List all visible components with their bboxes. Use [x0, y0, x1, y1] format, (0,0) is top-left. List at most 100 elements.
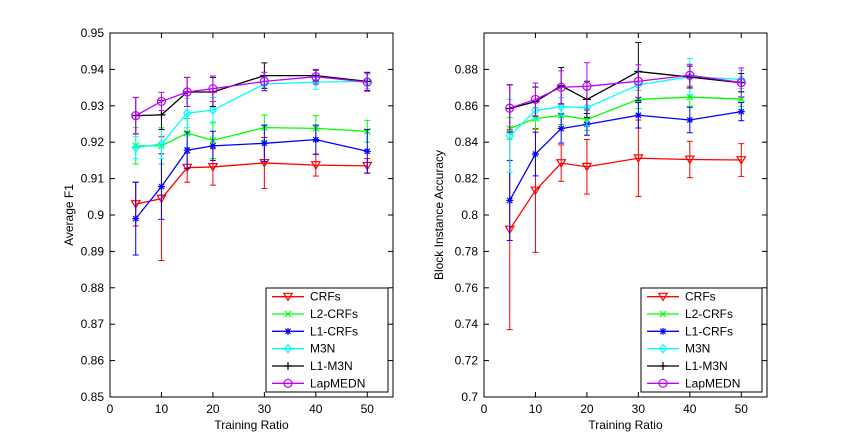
legend-marker — [283, 378, 293, 388]
data-point — [131, 142, 141, 153]
y-tick-label: 0.88 — [81, 281, 105, 295]
data-point — [505, 103, 515, 113]
chart-panel-2: 0 10 20 30 40 50 0.7 0.72 0.74 0.76 0.78 0.8 0.82 0.8… — [432, 32, 768, 432]
y-tick-label: 0.72 — [455, 354, 479, 368]
legend-label: L2-CRFs — [310, 307, 358, 321]
data-point — [505, 130, 515, 141]
data-point — [581, 162, 593, 172]
chart-panel-1: 0 10 20 30 40 50 0.85 0.86 0.87 0.88 0.89 0.9 0.91 0.… — [62, 26, 394, 432]
y-tick-label: 0.76 — [455, 281, 479, 295]
legend-label: CRFs — [685, 290, 716, 304]
data-point — [183, 146, 191, 154]
x-tick-label: 30 — [632, 402, 646, 416]
legend-label: LapMEDN — [310, 376, 365, 390]
x-tick-label: 20 — [580, 402, 594, 416]
data-point — [633, 76, 643, 86]
legend-marker — [658, 343, 668, 354]
y-tick-label: 0.95 — [81, 26, 105, 40]
data-point — [157, 110, 166, 119]
data-point — [157, 139, 166, 149]
y-tick-label: 0.84 — [455, 135, 479, 149]
x-axis-title: Training Ratio — [588, 418, 663, 432]
x-tick-label: 30 — [258, 402, 272, 416]
data-point — [582, 81, 592, 91]
y-tick-label: 0.82 — [455, 172, 479, 186]
data-point — [557, 125, 565, 133]
y-tick-label: 0.78 — [455, 244, 479, 258]
data-point — [633, 154, 644, 164]
y-axis-title: Block Instance Accuracy — [432, 150, 446, 280]
data-point — [207, 162, 219, 172]
data-point — [157, 183, 165, 191]
legend-box — [265, 287, 389, 393]
legend-box — [640, 287, 763, 393]
data-point — [556, 82, 566, 92]
series-line — [509, 74, 742, 109]
legend-label: L1-CRFs — [310, 324, 358, 338]
legend-label: CRFs — [310, 290, 341, 304]
data-point — [531, 150, 539, 158]
data-point — [684, 155, 696, 165]
x-tick-label: 40 — [309, 402, 323, 416]
data-point — [530, 186, 541, 196]
legend-label: L1-M3N — [685, 359, 728, 373]
x-tick-label: 50 — [361, 402, 375, 416]
legend-label: M3N — [685, 342, 710, 356]
legend-marker — [284, 310, 292, 318]
legend-marker — [282, 292, 294, 302]
data-point — [737, 108, 745, 116]
legend-label: L1-M3N — [310, 359, 353, 373]
data-point — [736, 77, 746, 88]
y-axis-title: Average F1 — [62, 184, 76, 246]
y-tick-label: 0.89 — [81, 244, 105, 258]
data-point — [259, 76, 269, 87]
y-tick-label: 0.94 — [81, 62, 105, 76]
data-point — [208, 105, 218, 116]
x-tick-label: 0 — [107, 402, 114, 416]
y-tick-label: 0.92 — [81, 135, 105, 149]
data-point — [132, 215, 140, 223]
legend-marker — [659, 310, 667, 318]
y-tick-label: 0.85 — [81, 390, 105, 404]
data-point — [208, 84, 218, 94]
x-tick-label: 10 — [155, 402, 169, 416]
data-point — [506, 196, 514, 204]
x-axis-title: Training Ratio — [214, 418, 289, 432]
legend-marker — [284, 327, 292, 335]
data-point — [260, 139, 268, 147]
data-point — [556, 101, 566, 112]
legend-marker — [658, 378, 668, 388]
y-tick-label: 0.91 — [81, 172, 105, 186]
x-tick-label: 10 — [529, 402, 543, 416]
data-point — [312, 136, 320, 144]
series-l1-crfs — [132, 124, 371, 256]
data-point — [363, 147, 371, 155]
y-tick-label: 0.93 — [81, 99, 105, 113]
x-tick-label: 50 — [735, 402, 749, 416]
y-tick-label: 0.86 — [81, 354, 105, 368]
y-tick-label: 0.9 — [87, 208, 104, 222]
data-point — [310, 161, 322, 171]
data-point — [736, 156, 747, 165]
series-line — [509, 157, 742, 230]
data-point — [634, 111, 642, 119]
series-lapmedn — [505, 62, 746, 133]
series-line — [135, 76, 368, 117]
data-point — [156, 96, 167, 107]
legend-label: L1-CRFs — [685, 324, 733, 338]
y-tick-label: 0.8 — [461, 208, 478, 222]
data-point — [131, 111, 141, 121]
legend-label: LapMEDN — [685, 376, 740, 390]
x-tick-label: 40 — [683, 402, 697, 416]
data-point — [362, 77, 372, 87]
legend-marker — [657, 292, 669, 302]
legend: CRFs L2-CRFs L1-CRFs M3N L1-M3N LapMEDN — [265, 287, 389, 393]
data-point — [182, 108, 192, 118]
y-tick-label: 0.88 — [455, 62, 479, 76]
legend-marker — [284, 362, 292, 370]
legend-label: L2-CRFs — [685, 307, 733, 321]
data-point — [685, 70, 695, 80]
y-tick-label: 0.7 — [461, 390, 478, 404]
data-point — [686, 116, 694, 124]
